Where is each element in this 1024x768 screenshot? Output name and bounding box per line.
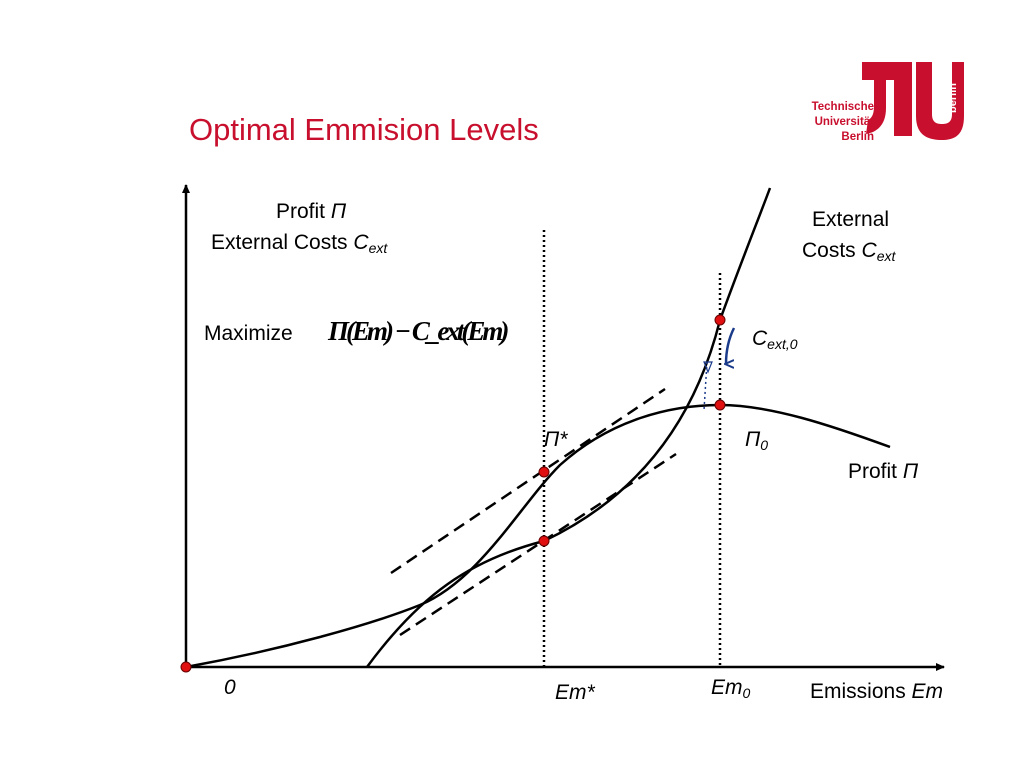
gap-dotted-marker	[703, 361, 713, 374]
x-axis-label: Emissions Em	[810, 680, 944, 703]
logo-line2: Universität	[814, 116, 874, 128]
logo-tu-shape	[862, 62, 912, 136]
external-costs-curve-label-line1: External	[812, 208, 890, 231]
gap-dotted-vertical	[703, 361, 708, 411]
external-costs-curve-label-line2: Costs Cext	[802, 239, 896, 264]
pi-star-label: Π*	[544, 428, 568, 451]
external-costs-curve	[365, 187, 772, 668]
em0-label: Em0	[711, 676, 751, 701]
profit-curve	[185, 403, 891, 669]
logo-wordmark: Technische Universität Berlin	[808, 100, 874, 145]
pi0-point	[714, 399, 726, 411]
c-ext-star-point	[538, 535, 550, 547]
pi0-label: Π0	[745, 428, 769, 453]
c-ext0-label: Cext,0	[752, 327, 798, 352]
c-ext0-arrow	[726, 327, 736, 364]
logo-u-shape	[916, 62, 964, 140]
maximize-label: Maximize	[204, 322, 293, 345]
tangent-upper-dashed	[390, 387, 666, 575]
y-axis-label-profit: Profit Π	[276, 200, 347, 223]
origin-label: 0	[224, 676, 236, 699]
logo-line3: Berlin	[841, 131, 874, 143]
tu-berlin-logo: berlin	[862, 62, 964, 140]
c-ext0-point	[714, 314, 726, 326]
logo-line1: Technische	[811, 101, 874, 113]
tangent-lower-dashed	[399, 452, 677, 637]
origin-point	[180, 661, 192, 673]
logo-side-text: berlin	[947, 83, 959, 113]
y-axis-label-costs: External Costs Cext	[211, 231, 388, 256]
profit-curve-label: Profit Π	[848, 460, 919, 483]
objective-formula: Π(Em) − C_ext(Em)	[328, 316, 509, 346]
slide-title: Optimal Emmision Levels	[189, 112, 539, 147]
em-star-label: Em*	[555, 681, 595, 704]
pi-star-point	[538, 466, 550, 478]
